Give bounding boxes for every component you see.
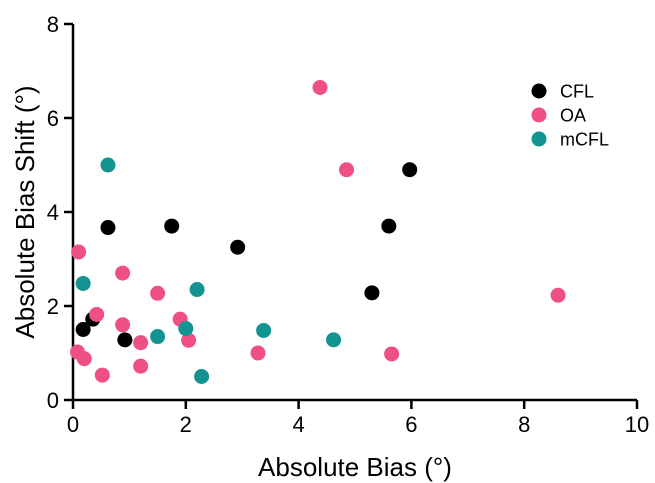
data-point (150, 329, 166, 345)
data-point (312, 79, 328, 95)
data-point (133, 358, 149, 374)
data-point (189, 282, 205, 298)
data-point (94, 367, 110, 383)
data-point (89, 306, 105, 322)
y-tick-label: 6 (47, 106, 59, 131)
y-axis-title: Absolute Bias Shift (°) (10, 85, 40, 338)
data-point (256, 322, 272, 338)
legend-label: CFL (560, 82, 594, 102)
data-point (75, 275, 91, 291)
legend: CFL OA mCFL (531, 82, 609, 150)
legend-marker (531, 131, 547, 147)
data-point (230, 239, 246, 255)
axes (71, 24, 637, 402)
data-point (150, 285, 166, 301)
y-tick-label: 4 (47, 200, 59, 225)
legend-marker (531, 83, 547, 99)
x-tick-label: 2 (180, 412, 192, 437)
data-point (71, 244, 87, 260)
legend-label: mCFL (560, 130, 609, 150)
data-point (550, 287, 566, 303)
data-point (115, 265, 131, 281)
y-tick-label: 0 (47, 388, 59, 413)
legend-marker (531, 107, 547, 123)
series-mcfl (75, 157, 342, 384)
data-point (194, 369, 210, 384)
data-point (384, 346, 400, 362)
data-point (364, 285, 380, 301)
y-axis-ticks: 0 2 4 6 8 (47, 12, 73, 413)
data-point (381, 218, 397, 234)
x-tick-label: 6 (405, 412, 417, 437)
series-cfl (75, 162, 418, 348)
data-point (100, 220, 116, 236)
legend-label: OA (560, 106, 586, 126)
y-tick-label: 8 (47, 12, 59, 37)
data-point (402, 162, 418, 178)
data-point (164, 218, 180, 234)
data-point (133, 335, 149, 351)
x-tick-label: 10 (625, 412, 649, 437)
data-point (100, 157, 116, 173)
legend-item-mcfl: mCFL (531, 130, 609, 150)
data-point (339, 162, 355, 178)
data-point (117, 332, 133, 348)
x-tick-label: 4 (292, 412, 304, 437)
data-point (115, 317, 131, 333)
data-point (181, 332, 197, 348)
data-point (178, 321, 194, 337)
data-points (70, 79, 566, 384)
x-tick-label: 0 (67, 412, 79, 437)
data-point (75, 322, 91, 337)
x-axis-ticks: 0 2 4 6 8 10 (67, 400, 649, 437)
data-point (76, 351, 92, 367)
data-point (250, 345, 266, 361)
data-point (326, 332, 342, 348)
x-tick-label: 8 (518, 412, 530, 437)
y-tick-label: 2 (47, 294, 59, 319)
legend-item-oa: OA (531, 106, 586, 126)
series-oa (70, 79, 566, 383)
legend-item-cfl: CFL (531, 82, 594, 102)
x-axis-title: Absolute Bias (°) (258, 452, 452, 482)
